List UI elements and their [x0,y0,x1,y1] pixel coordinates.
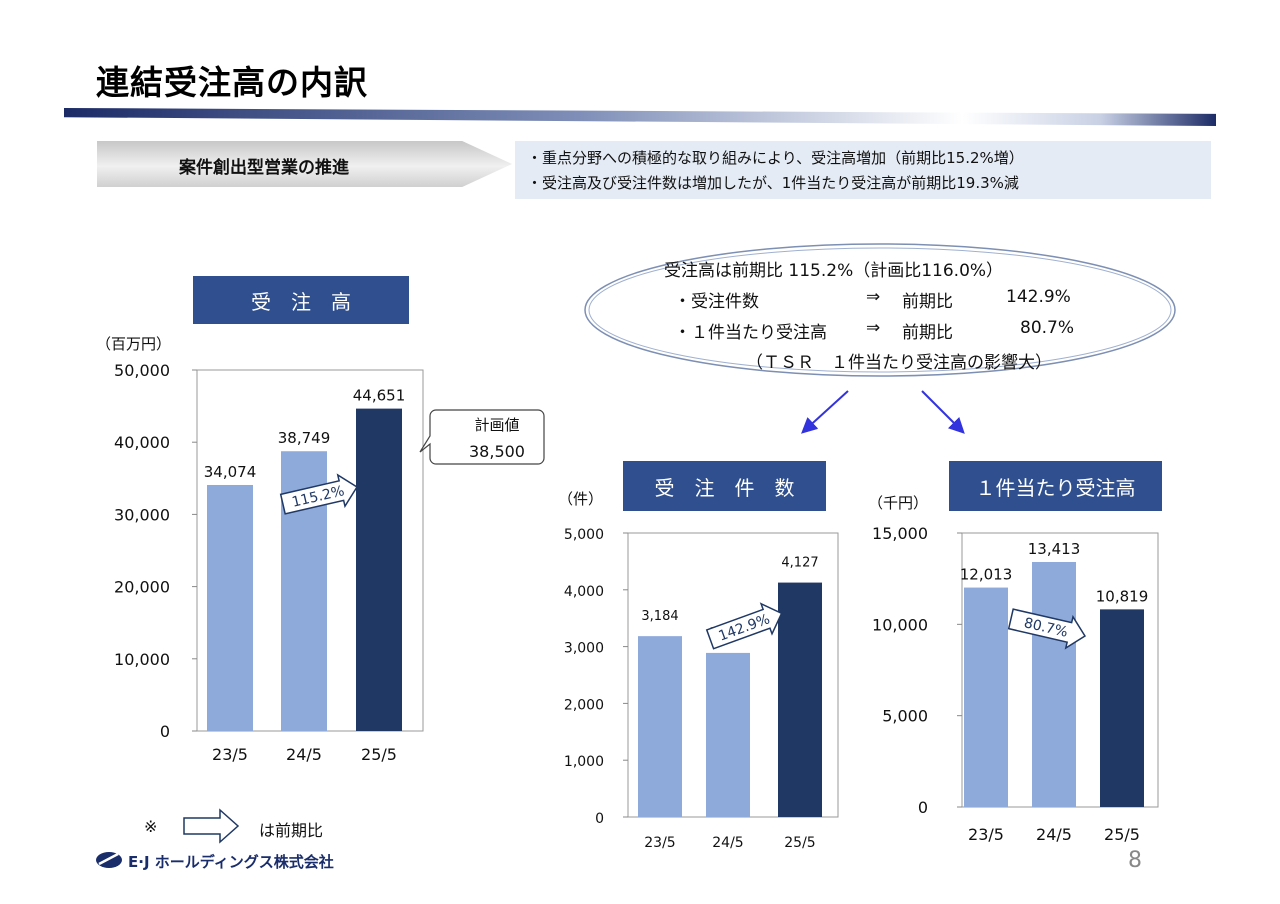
x-tick-label: 24/5 [1036,825,1072,844]
y-tick-label: 10,000 [872,615,928,634]
y-tick-label: 40,000 [114,433,170,452]
oval-line-3-cmp: 前期比 [902,323,953,343]
oval-line-2-arrow: ⇒ [866,287,881,307]
y-tick-label: 20,000 [114,578,170,597]
oval-line-4: （ＴＳＲ １件当たり受注高の影響大） [746,353,1052,373]
x-tick-label: 25/5 [361,745,397,764]
bar [207,484,253,731]
x-tick-label: 23/5 [644,835,675,851]
y-tick-label: 0 [595,811,604,827]
x-tick-label: 24/5 [286,745,322,764]
bar [356,408,402,731]
company-logo-icon [96,852,122,868]
y-tick-label: 5,000 [564,527,604,543]
legend-mark: ※ [144,817,158,836]
plan-callout [419,409,545,465]
oval-line-2-value: 142.9% [1006,287,1071,307]
chart2-unit: （件） [558,490,604,508]
arrow-right-icon [921,390,965,434]
y-tick-label: 15,000 [872,524,928,543]
y-tick-label: 30,000 [114,505,170,524]
bar [638,636,682,817]
x-tick-label: 24/5 [712,835,743,851]
oval-line-3-label: ・１件当たり受注高 [674,323,827,343]
oval-callout [584,243,1176,377]
data-label: 3,184 [641,609,678,624]
data-label: 13,413 [1028,540,1081,558]
oval-line-2-cmp: 前期比 [902,292,953,312]
data-label: 38,749 [278,429,331,447]
data-label: 10,819 [1096,587,1149,605]
pointer-arrows [801,390,965,434]
bar [1100,609,1144,807]
section-tag: 案件創出型営業の推進 [97,141,512,187]
company-name: E·J ホールディングス株式会社 [128,853,334,871]
oval-line-3-value: 80.7% [1020,318,1075,338]
bar [964,587,1008,807]
y-tick-label: 5,000 [882,707,928,726]
chart3-unit: （千円） [868,494,929,512]
y-tick-label: 0 [918,798,928,817]
oval-line-2-label: ・受注件数 [674,292,759,312]
chart3-header: １件当たり受注高 [949,461,1162,511]
data-label: 44,651 [353,387,406,405]
page-title: 連結受注高の内訳 [96,63,368,102]
chart3-amount-per-order: 0 5,000 10,000 15,000 12,013 23/5 13,413 24/5 10… [872,524,1159,844]
arrow-left-icon [801,390,849,434]
y-tick-label: 1,000 [564,754,604,770]
oval-line-1: 受注高は前期比 115.2%（計画比116.0%） [664,261,1004,281]
y-tick-label: 0 [160,722,170,741]
x-tick-label: 23/5 [212,745,248,764]
x-tick-label: 25/5 [1104,825,1140,844]
comparison-arrow-shape [705,602,783,650]
bar [706,652,750,817]
x-tick-label: 23/5 [968,825,1004,844]
chart2-header: 受 注 件 数 [623,461,826,511]
plan-callout-label: 計画値 [474,416,520,434]
x-tick-label: 25/5 [784,835,815,851]
summary-box: ・重点分野への積極的な取り組みにより、受注高増加（前期比15.2%増） ・受注高… [515,141,1211,199]
chart1-header: 受 注 高 [193,276,409,324]
bar [778,582,822,817]
y-tick-label: 2,000 [564,697,604,713]
bar [1032,561,1076,807]
data-label: 12,013 [960,566,1013,584]
comparison-arrow-shape [1007,608,1087,650]
y-tick-label: 10,000 [114,650,170,669]
y-tick-label: 4,000 [564,584,604,600]
chart1-order-amount: 0 10,000 20,000 30,000 40,000 50,000 34,074 23/… [114,361,424,764]
summary-line-2: ・受注高及び受注件数は増加したが、1件当たり受注高が前期比19.3%減 [527,174,1019,192]
data-label: 4,127 [781,556,818,571]
comparison-arrow-shape [279,473,359,515]
chart2-order-count: 01,0002,0003,0004,0005,0003,18423/52,889… [564,527,839,851]
legend-text: は前期比 [259,821,324,840]
y-tick-label: 50,000 [114,361,170,380]
y-tick-label: 3,000 [564,641,604,657]
legend-arrow-icon [183,808,240,844]
oval-line-3-arrow: ⇒ [866,318,881,338]
plan-callout-value: 38,500 [469,442,525,461]
section-tag-label: 案件創出型営業の推進 [179,158,349,178]
chart1-unit: （百万円） [96,335,172,353]
summary-line-1: ・重点分野への積極的な取り組みにより、受注高増加（前期比15.2%増） [527,149,1024,167]
page-number: 8 [1128,848,1142,873]
data-label: 34,074 [204,463,257,481]
title-rule [64,107,1216,126]
